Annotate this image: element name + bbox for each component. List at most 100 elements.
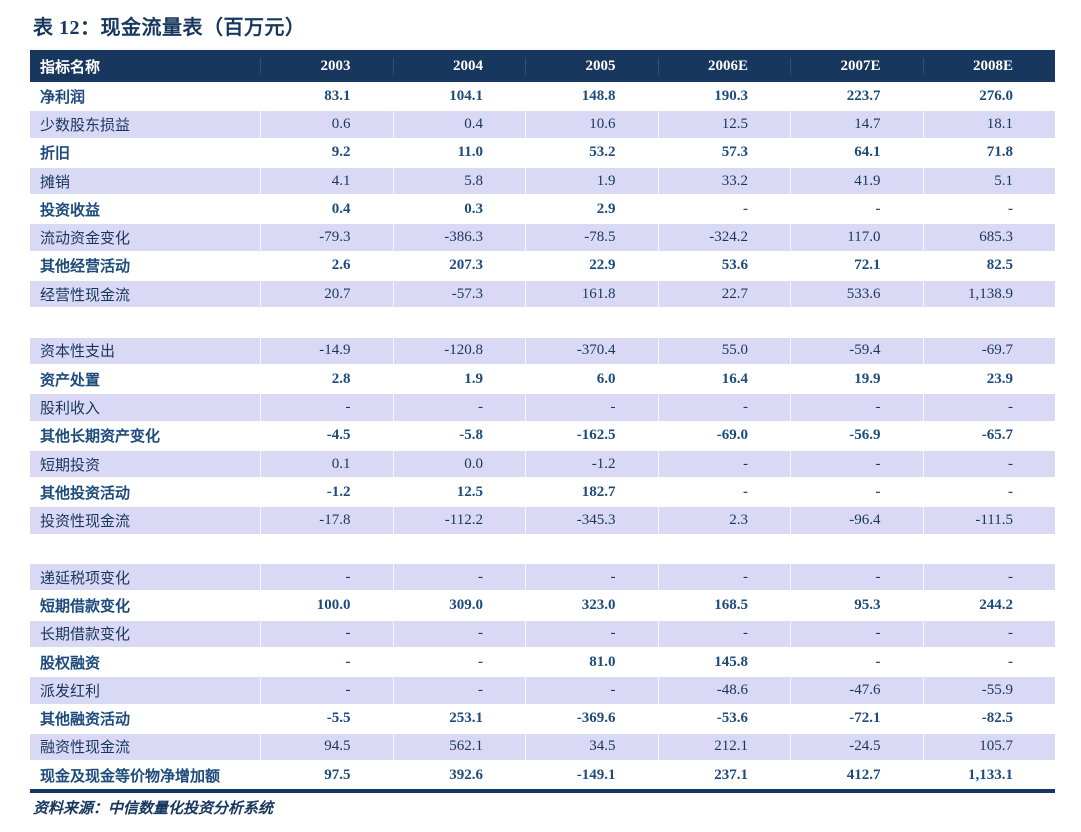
row-value: 20.7 [260,281,393,308]
table-row: 现金及现金等价物净增加额 97.5 392.6 -149.1 237.1 412.7 1,1… [30,761,1055,789]
row-value: -324.2 [657,224,791,251]
row-value: - [392,564,526,591]
row-value: 72.1 [854,257,881,274]
header-indicator-name: 指标名称 [40,59,101,76]
row-value: - [743,200,748,217]
row-label: 短期投资 [40,457,101,474]
row-value: 0.1 [260,450,393,478]
row-value: 2.9 [596,200,616,217]
row-value: 1,133.1 [968,766,1013,783]
table-row: 其他长期资产变化 -4.5 -5.8 -162.5 -69.0 -56.9 -65.7 [30,422,1055,450]
header-year-2005: 2005 [525,57,658,75]
table-row: 净利润 83.1 104.1 148.8 190.3 223.7 276.0 [30,82,1055,110]
row-value: 1,138.9 [922,281,1056,308]
row-value: -79.3 [260,224,393,251]
row-value: 309.0 [449,596,483,613]
table-row: 投资收益 0.4 0.3 2.9 - - - [30,195,1055,223]
table-row: 长期借款变化 - - - - - - [30,619,1056,648]
row-value: - [657,564,791,591]
row-value: - [657,394,791,421]
row-value: -17.8 [260,507,393,534]
row-value: 212.1 [657,733,791,761]
row-value: 5.8 [392,167,526,195]
section-gap [30,535,1055,563]
row-value: - [790,394,923,421]
row-value: 392.6 [449,766,483,783]
row-value: - [525,677,658,704]
row-value: 4.1 [260,167,393,195]
table-bottom-rule [30,789,1055,794]
row-value: 0.4 [331,200,351,217]
row-value: 412.7 [846,766,881,783]
table-row: 少数股东损益 0.6 0.4 10.6 12.5 14.7 18.1 [30,110,1056,139]
row-value: -149.1 [576,766,616,783]
row-value: 14.7 [790,111,923,138]
row-value: -345.3 [525,507,658,534]
table-row: 融资性现金流 94.5 562.1 34.5 212.1 -24.5 105.7 [30,732,1055,762]
row-value: - [875,483,881,500]
table-row: 投资性现金流 -17.8 -112.2 -345.3 2.3 -96.4 -111.5 [30,506,1055,535]
row-label: 少数股东损益 [40,117,131,134]
row-value: - [922,394,1056,421]
row-value: - [525,620,658,647]
row-label: 融资性现金流 [40,740,131,757]
row-label: 长期借款变化 [40,627,131,644]
row-value: -65.7 [981,427,1013,444]
row-label: 其他经营活动 [40,259,131,276]
row-value: 100.0 [316,596,351,613]
row-value: -47.6 [790,677,923,704]
row-value: 53.6 [721,257,748,274]
row-label: 经营性现金流 [40,287,131,304]
row-value: -69.0 [716,427,748,444]
row-value: -24.5 [790,733,923,761]
row-value: -162.5 [576,427,616,444]
row-value: -72.1 [849,710,881,727]
row-value: -5.5 [326,710,351,727]
row-value: 168.5 [714,596,748,613]
row-value: 5.1 [922,167,1056,195]
row-value: - [657,450,791,478]
row-label: 净利润 [40,89,86,106]
row-value: - [525,564,658,591]
row-value: 55.0 [657,337,791,364]
row-value: 244.2 [979,596,1013,613]
row-value: - [790,620,923,647]
row-value: 190.3 [714,87,748,104]
table-row: 短期借款变化 100.0 309.0 323.0 168.5 95.3 244.2 [30,591,1055,619]
row-label: 其他融资活动 [40,712,131,729]
header-year-2008e: 2008E [922,57,1056,75]
row-value: -120.8 [392,337,526,364]
header-year-2003: 2003 [260,57,393,75]
row-value: 16.4 [721,370,748,387]
row-value: - [657,620,791,647]
row-value: 223.7 [846,87,881,104]
row-value: 2.8 [331,370,351,387]
row-value: 0.4 [392,111,526,138]
row-value: - [345,653,351,670]
table-row: 资本性支出 -14.9 -120.8 -370.4 55.0 -59.4 -69.7 [30,336,1055,365]
row-value: 104.1 [449,87,483,104]
row-value: 95.3 [854,596,881,613]
table-body: 净利润 83.1 104.1 148.8 190.3 223.7 276.0 少数股东损益 0.… [30,82,1055,789]
row-value: -96.4 [790,507,923,534]
row-value: -386.3 [392,224,526,251]
row-value: -56.9 [849,427,881,444]
row-value: 11.0 [457,144,483,161]
row-value: 533.6 [790,281,923,308]
table-row: 其他融资活动 -5.5 253.1 -369.6 -53.6 -72.1 -82.5 [30,705,1055,733]
row-value: 64.1 [854,144,881,161]
table-row: 其他经营活动 2.6 207.3 22.9 53.6 72.1 82.5 [30,252,1055,280]
row-label: 股利收入 [40,400,101,417]
row-value: -59.4 [790,337,923,364]
header-year-2006e: 2006E [657,57,791,75]
row-value: - [922,620,1056,647]
row-value: -1.2 [326,483,351,500]
row-label: 股权融资 [40,655,101,672]
table-title: 表 12：现金流量表（百万元） [33,17,306,39]
row-label: 派发红利 [40,683,101,700]
row-value: 1.9 [464,370,483,387]
row-value: 18.1 [922,111,1056,138]
row-value: 161.8 [525,281,658,308]
row-value: - [392,677,526,704]
row-value: 237.1 [714,766,748,783]
